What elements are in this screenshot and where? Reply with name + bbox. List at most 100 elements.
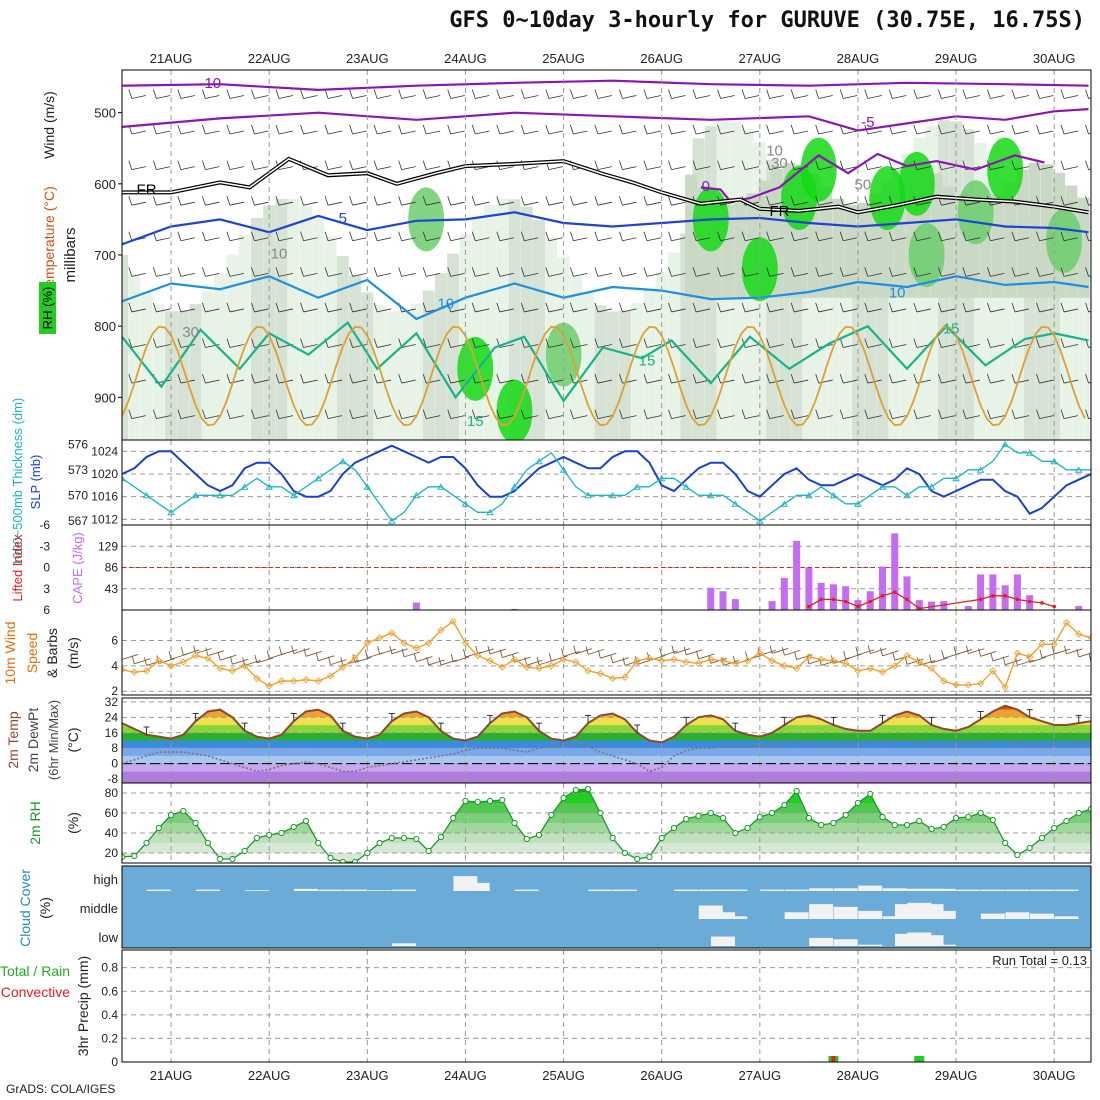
wind-barb — [422, 231, 441, 242]
wind-barb — [790, 338, 809, 348]
wind-barb — [692, 267, 711, 277]
date-label-bottom: 26AUG — [640, 1068, 683, 1083]
data-point — [290, 677, 298, 685]
data-point — [1051, 824, 1058, 832]
y-axis-label: 3hr Precip (mm) — [75, 956, 91, 1056]
wind-barb — [426, 656, 445, 666]
data-point — [878, 483, 887, 490]
wind-barb — [913, 124, 931, 135]
wind-barb — [324, 89, 343, 99]
contour-label: 15 — [943, 320, 960, 337]
wind-barb — [128, 89, 146, 99]
li-point — [917, 606, 922, 610]
wind-barb — [463, 648, 482, 658]
data-point — [388, 517, 396, 524]
data-point — [253, 834, 261, 842]
wind-barb — [398, 267, 416, 277]
wind-barb — [937, 231, 956, 242]
cloud-high-bar — [318, 889, 343, 891]
max-marker — [290, 712, 297, 722]
data-point — [952, 814, 960, 822]
li-point — [905, 597, 909, 602]
wind-barb — [937, 409, 956, 420]
rh-band — [140, 291, 153, 440]
y-tick-label: -3 — [39, 539, 50, 553]
wind-barb — [671, 645, 691, 654]
wind-barb — [1036, 124, 1054, 135]
wind-barb — [324, 231, 343, 242]
cloud-high-bar — [674, 889, 699, 891]
wind-barb — [962, 302, 980, 313]
y-tick-label: 0 — [111, 1055, 118, 1069]
data-point — [916, 817, 923, 825]
data-point — [461, 500, 470, 507]
wind-barb — [668, 89, 686, 99]
data-point — [277, 677, 286, 685]
cloud-middle-bar — [858, 910, 883, 919]
wind-barb — [128, 267, 146, 277]
cloud-high-bar — [514, 889, 539, 891]
wind-barb — [839, 338, 858, 348]
wind-barb — [1036, 373, 1054, 384]
wind-barb — [193, 645, 212, 654]
data-point — [376, 839, 383, 847]
rh-band — [122, 255, 128, 440]
wind-barb — [766, 231, 784, 242]
y-tick-label: 40 — [105, 826, 119, 840]
data-point — [351, 858, 359, 863]
wind-barb — [1036, 302, 1054, 313]
wind-barb — [373, 160, 392, 171]
wind-barb — [152, 160, 171, 171]
wind-barb — [987, 124, 1005, 135]
wind-barb — [545, 124, 563, 135]
data-point — [339, 663, 347, 671]
rh-band — [508, 199, 521, 440]
wind-barb — [177, 409, 195, 420]
wind-barb — [324, 409, 343, 420]
wind-barb — [585, 646, 605, 655]
rh-band-upper — [832, 198, 845, 298]
data-point — [474, 652, 482, 660]
wind-barb — [987, 231, 1005, 242]
data-point — [756, 517, 764, 524]
cloud-high-bar — [146, 889, 171, 891]
cloud-high-bar — [1029, 889, 1054, 891]
rh-core — [908, 223, 945, 287]
wind-barb — [741, 409, 760, 420]
rh-band-upper — [1040, 164, 1053, 298]
wind-barb — [180, 646, 200, 656]
data-point — [732, 829, 739, 837]
wind-barb — [692, 160, 711, 171]
wind-barb — [177, 89, 195, 99]
cloud-high-bar — [1054, 889, 1079, 891]
data-point — [523, 663, 531, 671]
rh-band — [533, 219, 546, 440]
data-point — [1026, 653, 1034, 661]
wind-barb — [692, 409, 711, 420]
wind-barb — [643, 160, 662, 171]
data-point — [731, 500, 740, 507]
data-point — [829, 657, 838, 665]
data-point — [780, 500, 789, 507]
wind-barb — [152, 267, 171, 277]
wind-barb — [520, 89, 539, 99]
contour-label: FR — [137, 182, 157, 199]
precip-legend-convective: Convective — [1, 984, 70, 1000]
wind-barb — [275, 89, 294, 99]
rh-band — [152, 304, 165, 440]
data-point — [204, 654, 212, 662]
cloud-high-bar — [612, 889, 637, 891]
data-point — [216, 491, 224, 499]
cloud-high-bar — [809, 888, 834, 891]
y-tick-label: -6 — [39, 518, 50, 532]
cloud-low-bar — [711, 936, 736, 946]
wind-barb — [447, 338, 465, 348]
wind-barb — [965, 645, 985, 655]
wind-barb — [741, 267, 760, 277]
data-point — [253, 674, 261, 683]
max-marker — [879, 714, 886, 724]
data-point — [216, 664, 224, 672]
date-label-top: 27AUG — [739, 51, 782, 66]
wind-barb — [177, 338, 195, 348]
wind-barb — [226, 160, 245, 171]
